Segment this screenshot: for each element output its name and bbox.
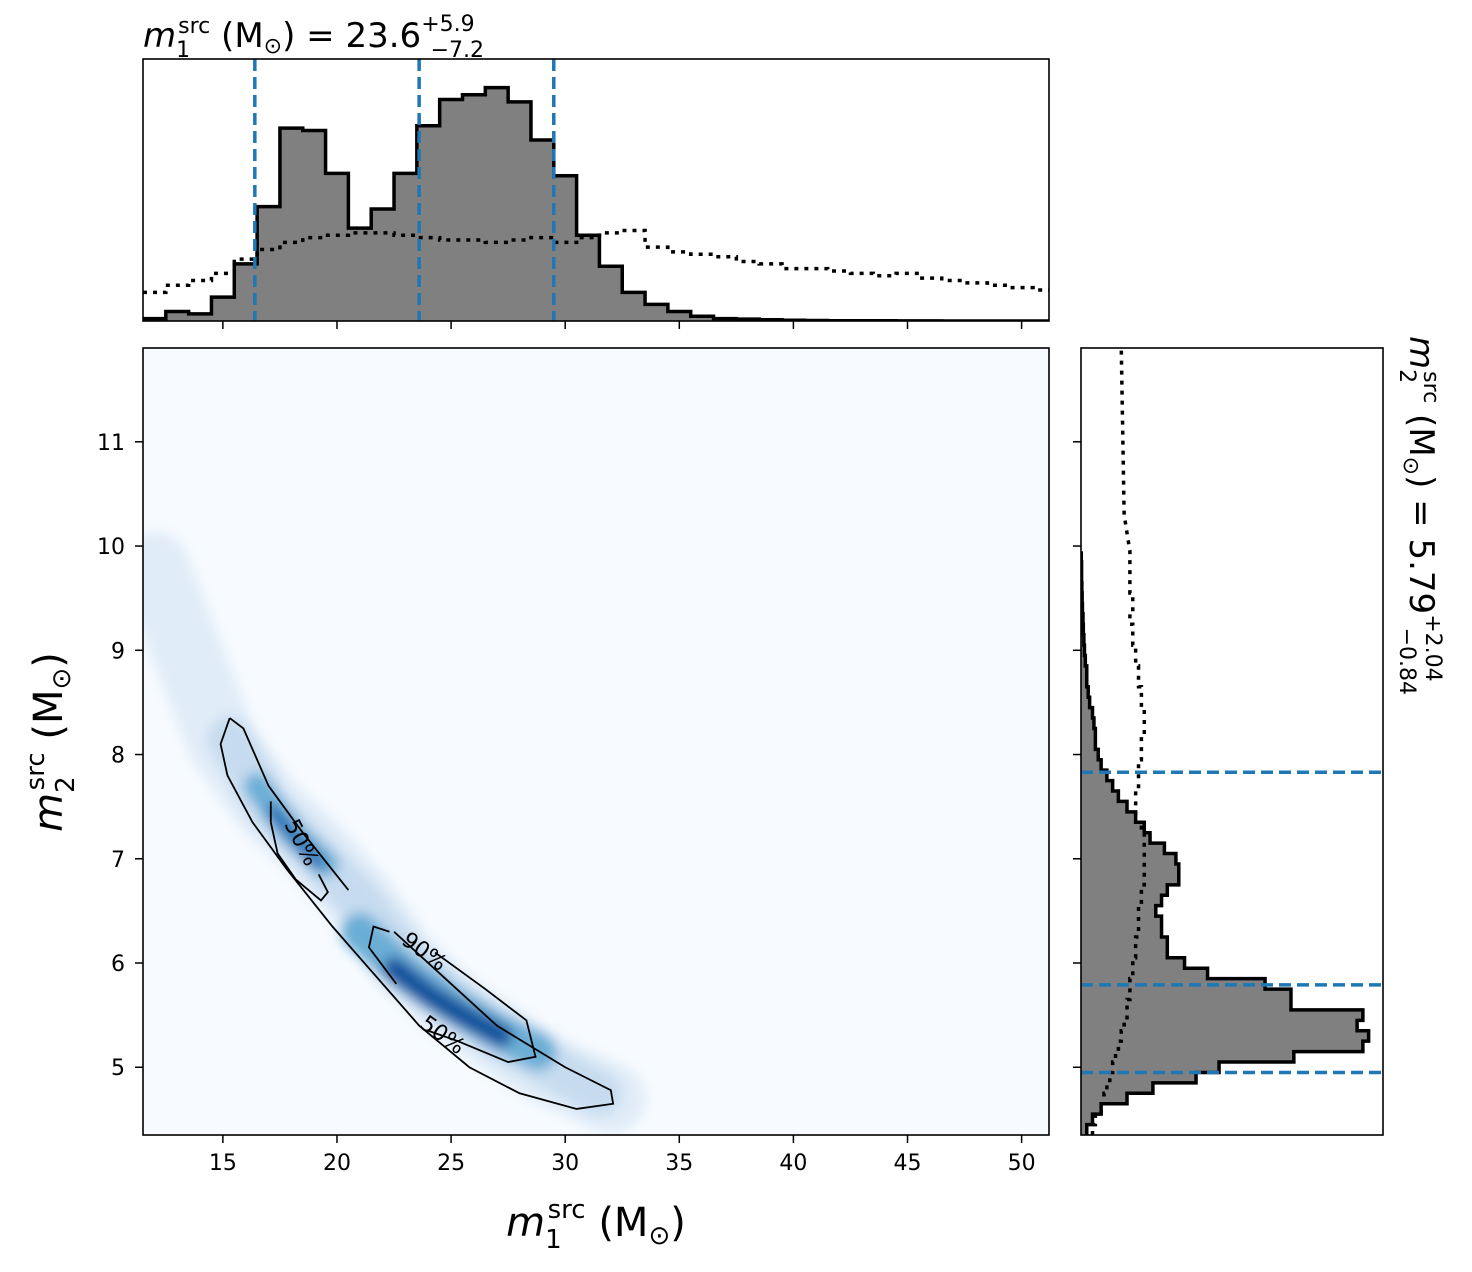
y-tick-label: 9 (111, 639, 125, 664)
x-tick-label: 25 (437, 1151, 465, 1176)
x-label-sup: src (548, 1195, 586, 1225)
y-axis-label: m2src (M⊙) (21, 652, 81, 832)
right-panel-ticks (1073, 441, 1081, 1068)
right-panel-frame (1080, 347, 1384, 1136)
heatmap-density (143, 531, 646, 1134)
x-tick-label: 45 (894, 1151, 922, 1176)
x-label-close: ) (670, 1200, 686, 1246)
x-tick-label: 15 (209, 1151, 237, 1176)
right-title-unit: (M (1401, 403, 1441, 456)
y-label-unit-sub: ⊙ (47, 668, 77, 690)
y-label-unit: (M (26, 690, 72, 753)
top-histogram-plot (143, 59, 1049, 321)
top-posterior-fill (143, 87, 1049, 321)
top-marginal-panel: m1src (M⊙) = 23.6+5.9 −7.2 (142, 12, 1050, 329)
y-tick-label: 7 (111, 848, 125, 873)
top-panel-title: m1src (M⊙) = 23.6+5.9 −7.2 (143, 12, 484, 63)
top-panel-frame (142, 58, 1050, 322)
top-panel-ticks (222, 321, 1023, 329)
title-subscript: 1 (176, 38, 190, 63)
top-prior-line (143, 228, 1049, 295)
x-label-unit: (M (586, 1200, 649, 1246)
x-axis-label: m1src (M⊙) (506, 1195, 686, 1255)
right-histogram-plot (1081, 348, 1383, 1135)
title-unit-sub: ⊙ (264, 34, 282, 59)
contour-90pct (229, 717, 350, 891)
title-err-plus: +5.9 (421, 12, 474, 37)
right-title-unit-sub: ⊙ (1398, 457, 1423, 475)
y-tick-label: 8 (111, 744, 125, 769)
right-title-symbol: m (1401, 336, 1441, 369)
right-marginal-panel: m2src (M⊙) = 5.79+2.04−0.84 (1073, 336, 1445, 1136)
contour-50pct (269, 822, 329, 902)
y-label-close: ) (26, 652, 72, 668)
y-tick-label: 11 (97, 431, 125, 456)
y-label-symbol: m (26, 793, 72, 832)
x-tick-label: 35 (665, 1151, 693, 1176)
right-posterior-outline (1081, 551, 1371, 1135)
heatmap-background (143, 348, 1049, 1135)
x-label-symbol: m (506, 1200, 545, 1246)
density-band (383, 957, 513, 1047)
right-title-err-plus: +2.04 (1420, 614, 1445, 681)
contour-50pct (427, 951, 537, 1063)
y-tick-label: 5 (111, 1056, 125, 1081)
y-label-sup: src (21, 752, 51, 790)
x-label-unit-sub: ⊙ (648, 1221, 670, 1251)
right-title-subscript: 2 (1394, 369, 1419, 383)
x-label-sub: 1 (545, 1225, 562, 1255)
contour-50pct (367, 925, 398, 985)
joint-panel-frame (142, 347, 1050, 1136)
right-prior-line (1090, 348, 1147, 1135)
right-posterior-fill (1081, 551, 1369, 1135)
title-value: ) = 23.6 (282, 16, 421, 56)
title-superscript: src (178, 14, 210, 39)
title-symbol: m (143, 16, 176, 56)
y-tick-label: 10 (97, 535, 125, 560)
x-tick-label: 40 (779, 1151, 807, 1176)
x-tick-label: 50 (1008, 1151, 1036, 1176)
contour-90pct (219, 717, 615, 1110)
title-err-minus: −7.2 (431, 38, 484, 63)
x-tick-label: 30 (551, 1151, 579, 1176)
joint-panel-ticks: 15 20 25 30 35 40 45 50 5 6 7 8 9 10 11 (97, 431, 1036, 1176)
right-panel-title: m2src (M⊙) = 5.79+2.04−0.84 (1394, 336, 1445, 695)
right-title-value: ) = 5.79 (1401, 475, 1441, 614)
y-tick-label: 6 (111, 952, 125, 977)
density-band (266, 804, 326, 871)
right-title-superscript: src (1418, 371, 1443, 403)
y-label-sub: 2 (51, 776, 81, 793)
contour-lines: 50%90%50% (219, 717, 615, 1110)
right-title-err-minus: −0.84 (1394, 628, 1419, 695)
x-tick-label: 20 (323, 1151, 351, 1176)
title-unit: (M (210, 16, 263, 56)
